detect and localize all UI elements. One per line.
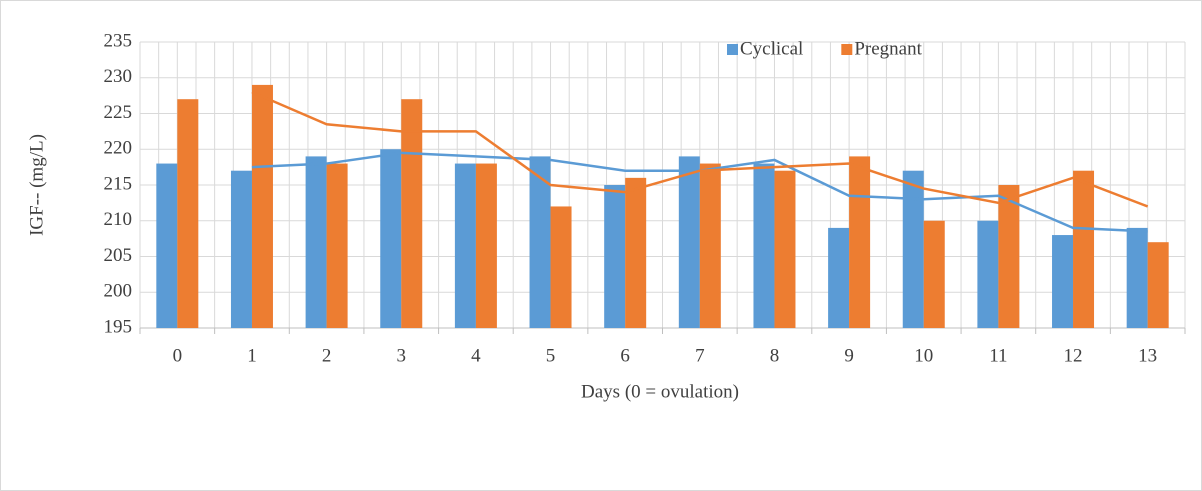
bar xyxy=(977,220,999,328)
bar xyxy=(454,163,476,328)
x-axis-label: Days (0 = ovulation) xyxy=(581,381,739,402)
y-tick-label: 200 xyxy=(104,281,133,302)
y-tick-label: 195 xyxy=(104,316,133,337)
y-tick-label: 230 xyxy=(104,66,133,87)
bar xyxy=(625,177,647,328)
bar xyxy=(305,156,327,328)
bar xyxy=(1052,235,1074,328)
bar xyxy=(774,170,796,328)
legend-label: Pregnant xyxy=(854,38,922,59)
x-tick-label: 1 xyxy=(247,345,257,366)
y-tick-label: 225 xyxy=(104,102,133,123)
bar xyxy=(604,185,626,328)
bar xyxy=(699,163,721,328)
bar xyxy=(678,156,700,328)
x-tick-label: 10 xyxy=(914,345,933,366)
bar xyxy=(849,156,871,328)
bar xyxy=(923,220,945,328)
x-tick-label: 5 xyxy=(546,345,556,366)
bar xyxy=(230,170,252,328)
bar xyxy=(251,84,273,329)
y-tick-label: 210 xyxy=(104,209,133,230)
bar xyxy=(550,206,572,328)
bar xyxy=(529,156,551,328)
x-tick-label: 11 xyxy=(989,345,1007,366)
x-tick-label: 12 xyxy=(1064,345,1083,366)
bar xyxy=(380,149,402,328)
x-tick-label: 0 xyxy=(173,345,183,366)
y-tick-label: 220 xyxy=(104,138,133,159)
y-axis-label: IGF-- (mg/L) xyxy=(26,134,47,236)
bar xyxy=(753,163,775,328)
x-tick-label: 9 xyxy=(844,345,854,366)
bar xyxy=(1126,227,1148,328)
bar xyxy=(1073,170,1095,328)
bar xyxy=(1147,242,1169,328)
y-tick-label: 205 xyxy=(104,245,133,266)
bar xyxy=(326,163,348,328)
x-tick-label: 6 xyxy=(620,345,630,366)
x-tick-label: 4 xyxy=(471,345,481,366)
legend-swatch xyxy=(727,44,738,55)
trend-line xyxy=(251,90,1149,208)
bar xyxy=(475,163,497,328)
legend-label: Cyclical xyxy=(740,38,803,59)
bar xyxy=(401,99,423,328)
legend-swatch xyxy=(841,44,853,55)
x-tick-label: 8 xyxy=(770,345,780,366)
y-tick-label: 235 xyxy=(104,30,133,51)
x-tick-label: 7 xyxy=(695,345,705,366)
x-tick-label: 2 xyxy=(322,345,332,366)
x-tick-label: 3 xyxy=(397,345,407,366)
y-tick-label: 215 xyxy=(104,173,133,194)
bar xyxy=(902,170,924,328)
x-tick-label: 13 xyxy=(1138,345,1157,366)
bar xyxy=(156,163,178,328)
bar xyxy=(828,227,850,328)
bar xyxy=(177,99,199,328)
bar xyxy=(998,185,1020,328)
